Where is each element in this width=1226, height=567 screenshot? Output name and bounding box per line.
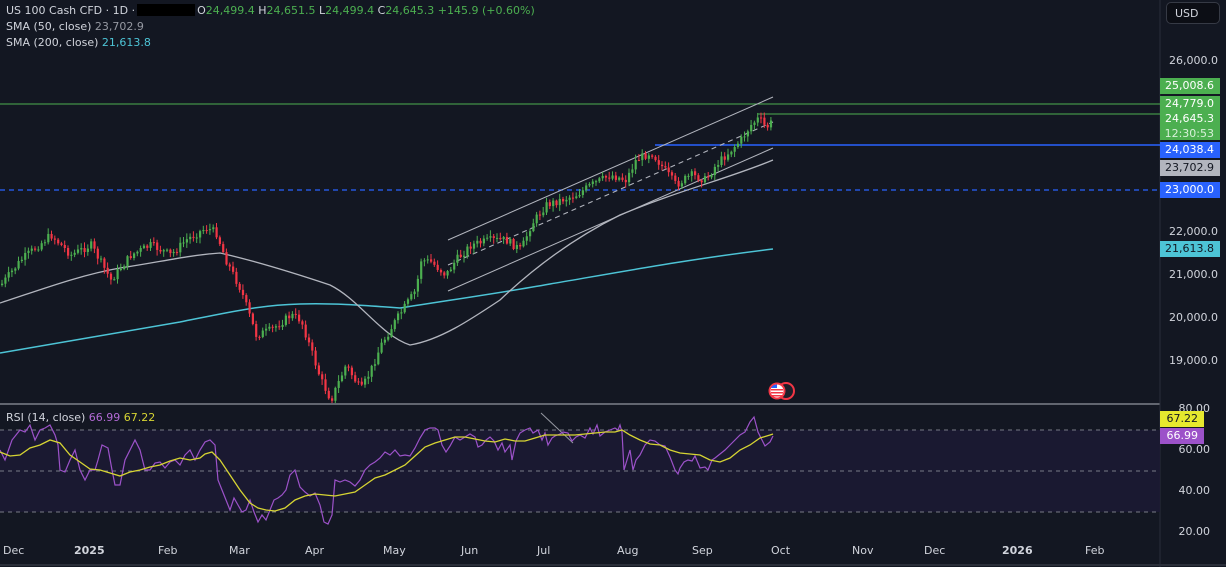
last-price-tag: 24,779.0 24,645.3 12:30:53 [1160, 96, 1220, 140]
time-tick: Aug [617, 544, 639, 557]
time-tick: Oct [771, 544, 791, 557]
close-value: 24,645.3 [385, 4, 435, 17]
economic-event-flag-icon[interactable] [768, 382, 795, 400]
time-tick: Nov [852, 544, 874, 557]
last-price: 24,645.3 [1165, 112, 1214, 125]
time-tick: Dec [924, 544, 946, 557]
rsi-ma-tag: 67.22 [1160, 411, 1204, 427]
time-tick: 2026 [1002, 544, 1033, 557]
sma50-legend[interactable]: SMA (50, close) 23,702.9 [6, 20, 144, 33]
time-tick: 2025 [74, 544, 105, 557]
support-dashed-tag: 23,000.0 [1160, 182, 1220, 198]
sma50-tag: 23,702.9 [1160, 160, 1220, 176]
time-tick: Feb [1085, 544, 1105, 557]
rsi-tick: 40.00 [1178, 484, 1211, 497]
currency-button[interactable]: USD [1166, 2, 1220, 24]
time-tick: Feb [158, 544, 178, 557]
time-tick: Apr [305, 544, 325, 557]
bar-countdown: 12:30:53 [1164, 127, 1214, 140]
price-tick: 22,000.0 [1169, 225, 1218, 238]
sma200-legend[interactable]: SMA (200, close) 21,613.8 [6, 36, 151, 49]
open-value: 24,499.4 [205, 4, 255, 17]
sma200-line [0, 248, 774, 354]
price-tick: 20,000.0 [1169, 311, 1218, 324]
price-tick: 19,000.0 [1169, 354, 1218, 367]
rsi-legend[interactable]: RSI (14, close) 66.99 67.22 [6, 411, 156, 424]
redacted-block [137, 4, 196, 16]
rsi-tick: 60.00 [1178, 443, 1211, 456]
change-value: +145.9 (+0.60%) [437, 4, 535, 17]
symbol-title: US 100 Cash CFD · 1D · [6, 4, 136, 17]
candlesticks [1, 112, 773, 403]
high-value: 24,651.5 [266, 4, 316, 17]
time-tick: Dec [3, 544, 25, 557]
rsi-tag: 66.99 [1160, 428, 1204, 444]
price-tick: 26,000.0 [1169, 54, 1218, 67]
time-tick: Sep [692, 544, 713, 557]
support-blue-tag: 24,038.4 [1160, 142, 1220, 158]
sma200-tag: 21,613.8 [1160, 241, 1220, 257]
resistance-top-tag: 25,008.6 [1160, 78, 1220, 94]
price-tick: 21,000.0 [1169, 268, 1218, 281]
low-value: 24,499.4 [325, 4, 375, 17]
rsi-ma-line [0, 429, 774, 512]
time-tick: Mar [229, 544, 250, 557]
symbol-legend[interactable]: US 100 Cash CFD · 1D · O24,499.4 H24,651.… [6, 4, 535, 17]
time-tick: May [383, 544, 406, 557]
rsi-tick: 20.00 [1178, 525, 1211, 538]
sma50-line [0, 159, 774, 346]
time-tick: Jun [461, 544, 479, 557]
time-tick: Jul [537, 544, 551, 557]
